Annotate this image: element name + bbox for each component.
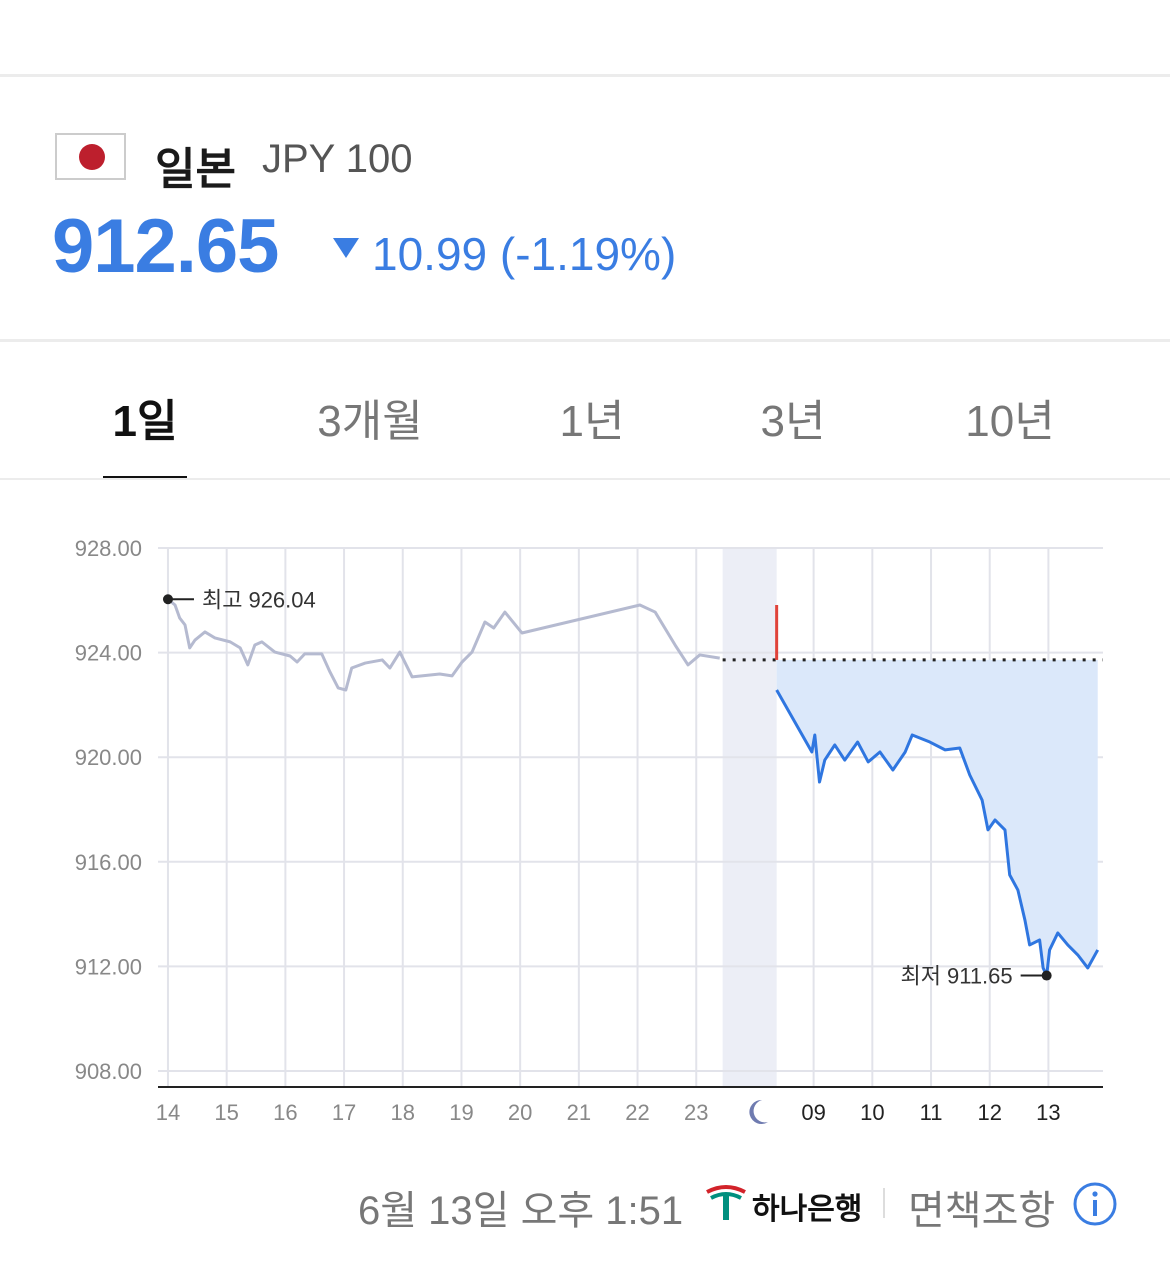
x-tick-label: 09: [801, 1100, 825, 1125]
price-change: 10.99 (-1.19%): [372, 228, 677, 280]
area: [776, 659, 1098, 976]
y-tick-label: 912.00: [75, 954, 142, 979]
annotation-label: 최고: [202, 587, 242, 612]
annotation-label: 최저: [901, 964, 941, 989]
annotation-value: 926.04: [248, 587, 315, 612]
bank-logo: [706, 1185, 746, 1220]
x-tick-label: 14: [156, 1100, 180, 1125]
x-tick-label: 23: [684, 1100, 708, 1125]
x-tick-label: 18: [391, 1100, 415, 1125]
annotation-value: 911.65: [947, 964, 1013, 989]
country-name: 일본: [155, 145, 236, 194]
x-tick-label: 21: [567, 1100, 591, 1125]
tab[interactable]: 1일: [112, 397, 178, 446]
x-tick-label: 17: [332, 1100, 356, 1125]
divider: [0, 339, 1170, 342]
night-icon: [749, 1099, 768, 1124]
chart: 908.00 912.00 916.00 920.00 924.00 928.00 14 15…: [75, 536, 1103, 1125]
bank-name: 하나은행: [752, 1193, 863, 1226]
timestamp: 6월 13일 오후 1:51: [358, 1189, 684, 1233]
annotation: 최고 926.04: [202, 587, 316, 612]
y-tick-label: 908.00: [75, 1059, 142, 1084]
line: [775, 689, 1100, 978]
annotation-point: [1041, 970, 1052, 981]
x-tick-label: 12: [977, 1100, 1001, 1125]
price: 912.65: [52, 204, 279, 289]
y-tick-label: 928.00: [75, 536, 142, 561]
flag: [55, 133, 126, 180]
annotation-point: [162, 594, 173, 605]
x-tick-label: 19: [449, 1100, 473, 1125]
x-tick-label: 20: [508, 1100, 532, 1125]
divider: [0, 478, 1170, 480]
x-tick-label: 13: [1036, 1100, 1060, 1125]
down-arrow: [333, 238, 359, 258]
separator: [883, 1188, 885, 1218]
x-tick-label: 15: [214, 1100, 238, 1125]
tab[interactable]: 10년: [965, 397, 1055, 446]
annotation: 최저 911.65: [901, 964, 1013, 989]
tab[interactable]: 1년: [559, 397, 625, 446]
x-tick-label: 11: [920, 1100, 943, 1125]
x-tick-label: 16: [273, 1100, 297, 1125]
night-band: [722, 548, 777, 1087]
disclaimer-link[interactable]: 면책조항: [908, 1189, 1056, 1233]
line: [167, 598, 720, 692]
tab-indicator: [103, 476, 187, 479]
x-tick-label: 22: [625, 1100, 649, 1125]
x-tick-label: 10: [860, 1100, 884, 1125]
y-tick-label: 920.00: [75, 745, 142, 770]
y-tick-label: 916.00: [75, 850, 142, 875]
tab[interactable]: 3개월: [317, 397, 423, 446]
currency-code: JPY 100: [262, 137, 413, 181]
tab[interactable]: 3년: [760, 397, 826, 446]
y-tick-label: 924.00: [75, 641, 142, 666]
divider: [0, 74, 1170, 77]
info-icon[interactable]: [1071, 1180, 1119, 1228]
